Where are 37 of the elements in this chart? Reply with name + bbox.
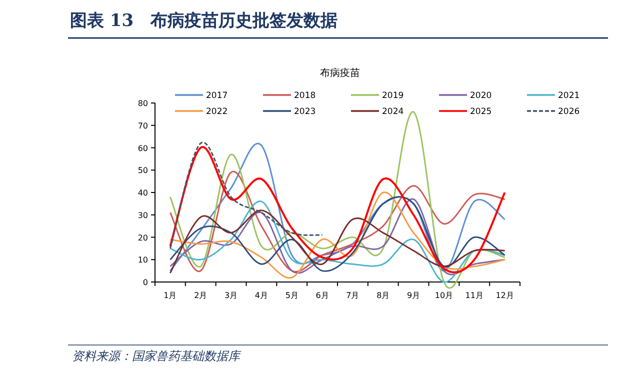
chart-subtitle: 布病疫苗: [320, 67, 360, 79]
legend-label: 2023: [294, 107, 316, 117]
x-tick-label: 3月: [224, 291, 238, 300]
y-tick-label: 80: [138, 99, 148, 108]
x-tick-label: 12月: [496, 291, 514, 300]
y-tick-label: 70: [138, 121, 148, 130]
line-series: [169, 170, 506, 272]
legend-label: 2020: [470, 91, 492, 101]
legend-label: 2025: [470, 107, 492, 117]
y-tick-label: 40: [138, 188, 148, 198]
x-tick-label: 7月: [346, 291, 360, 300]
x-tick-label: 8月: [376, 291, 390, 300]
x-tick-label: 2月: [194, 291, 208, 300]
x-tick-label: 6月: [316, 291, 329, 300]
legend-label: 2026: [558, 107, 580, 117]
legend-label: 2018: [294, 91, 316, 101]
x-tick-label: 5月: [285, 291, 298, 300]
text: 资料来源：国家兽药基础数据库: [72, 349, 242, 363]
y-tick-label: 0: [142, 278, 148, 287]
y-tick-label: 60: [138, 144, 148, 153]
y-tick-label: 50: [138, 166, 148, 176]
legend-label: 2021: [558, 91, 580, 101]
x-tick-label: 10月: [434, 291, 454, 300]
y-tick-label: 20: [138, 233, 148, 242]
x-tick-label: 11月: [465, 291, 484, 300]
x-tick-label: 9月: [406, 291, 420, 300]
y-tick-label: 10: [138, 256, 148, 265]
legend-label: 2017: [206, 91, 228, 101]
line-series: [169, 210, 506, 274]
legend-label: 2022: [206, 107, 228, 117]
y-tick-label: 30: [138, 210, 148, 220]
x-tick-label: 1月: [164, 291, 177, 300]
line-series: [169, 142, 324, 250]
legend-label: 2019: [382, 91, 404, 101]
chart-title: 图表 13 布病疫苗历史批签发数据: [70, 11, 338, 31]
legend-label: 2024: [382, 107, 404, 117]
x-tick-label: 4月: [254, 291, 268, 300]
